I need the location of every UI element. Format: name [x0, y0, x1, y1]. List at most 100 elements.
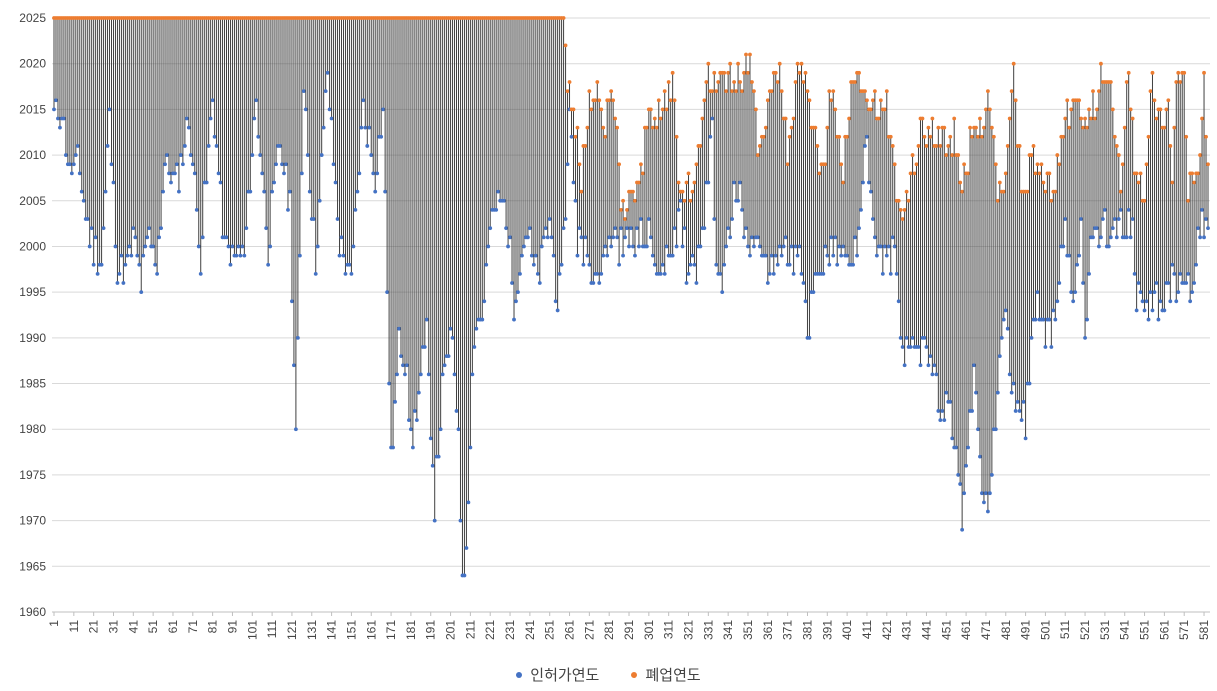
start-point	[63, 153, 68, 157]
start-point	[510, 281, 514, 285]
start-point	[706, 180, 711, 185]
x-tick-label: 411	[860, 620, 874, 639]
end-point	[716, 80, 721, 84]
start-point	[1116, 217, 1121, 221]
start-point	[1170, 262, 1175, 267]
end-point	[577, 162, 582, 167]
start-point	[1126, 208, 1131, 212]
end-point	[976, 134, 980, 139]
start-point	[964, 463, 968, 468]
end-point	[817, 171, 822, 176]
start-point	[646, 217, 651, 221]
start-point	[486, 244, 491, 249]
start-point	[615, 235, 620, 240]
start-point	[375, 171, 380, 176]
start-point	[268, 244, 273, 249]
end-point	[748, 52, 752, 57]
start-point	[121, 281, 126, 285]
end-point	[1001, 189, 1006, 194]
start-point	[839, 253, 844, 258]
end-point	[896, 198, 901, 203]
end-point	[571, 107, 576, 112]
start-point	[694, 281, 699, 285]
end-point	[946, 144, 951, 148]
start-point	[1108, 235, 1113, 240]
end-point	[892, 162, 897, 167]
start-point	[226, 244, 231, 249]
y-tick-label: 2005	[19, 194, 46, 208]
start-point	[902, 363, 907, 368]
start-point	[282, 171, 286, 176]
end-point	[706, 61, 711, 66]
start-point	[295, 335, 300, 340]
start-point	[115, 281, 120, 285]
start-point	[928, 354, 933, 359]
start-point	[1091, 235, 1095, 240]
end-point	[888, 134, 893, 139]
start-point	[966, 445, 970, 450]
start-point	[857, 226, 861, 231]
end-point	[980, 134, 984, 139]
end-point	[1178, 80, 1183, 84]
start-point	[190, 162, 195, 167]
start-point	[617, 262, 622, 267]
start-point	[448, 326, 453, 331]
start-point	[605, 253, 610, 258]
end-point	[785, 162, 790, 167]
start-point	[1005, 326, 1010, 331]
start-point	[155, 271, 160, 276]
x-tick-label: 181	[404, 620, 418, 640]
start-point	[851, 262, 855, 267]
end-point	[890, 144, 895, 148]
start-point	[305, 153, 310, 157]
start-point	[260, 171, 265, 176]
end-point	[1108, 80, 1113, 84]
start-point	[714, 262, 719, 267]
end-point	[704, 80, 709, 84]
start-point	[924, 345, 929, 349]
end-point	[722, 70, 727, 75]
x-tick-label: 361	[761, 620, 775, 640]
end-point	[714, 89, 719, 94]
start-point	[575, 253, 580, 258]
start-point	[343, 271, 348, 276]
start-point	[1063, 217, 1068, 221]
start-point	[658, 271, 663, 276]
end-point	[1057, 162, 1062, 167]
start-point	[506, 244, 510, 249]
start-point	[629, 226, 633, 231]
start-point	[403, 372, 407, 377]
y-tick-label: 1975	[19, 468, 46, 482]
start-point	[744, 226, 748, 231]
start-point	[823, 244, 828, 249]
x-tick-label: 441	[919, 620, 933, 640]
start-point	[674, 244, 679, 249]
start-point	[918, 363, 923, 368]
start-point	[52, 107, 56, 112]
start-point	[347, 262, 352, 267]
start-point	[1001, 317, 1006, 322]
end-point	[1079, 116, 1083, 121]
start-point	[904, 335, 909, 340]
start-point	[418, 372, 423, 377]
start-point	[373, 189, 378, 194]
start-point	[1057, 281, 1062, 285]
x-tick-label: 451	[939, 620, 953, 640]
start-point	[561, 226, 566, 231]
end-point	[1162, 125, 1167, 130]
end-point	[853, 80, 857, 84]
end-point	[702, 98, 707, 103]
x-tick-label: 571	[1177, 620, 1191, 640]
start-point	[184, 116, 189, 121]
end-point	[956, 153, 961, 157]
start-point	[886, 244, 891, 249]
start-point	[428, 436, 433, 441]
start-point	[1055, 299, 1060, 304]
x-tick-label: 81	[206, 620, 220, 634]
start-point	[607, 235, 612, 240]
end-point	[734, 89, 738, 94]
y-tick-label: 1980	[19, 422, 46, 436]
start-point	[153, 262, 158, 267]
end-point	[712, 70, 717, 75]
x-tick-label: 171	[384, 620, 398, 640]
